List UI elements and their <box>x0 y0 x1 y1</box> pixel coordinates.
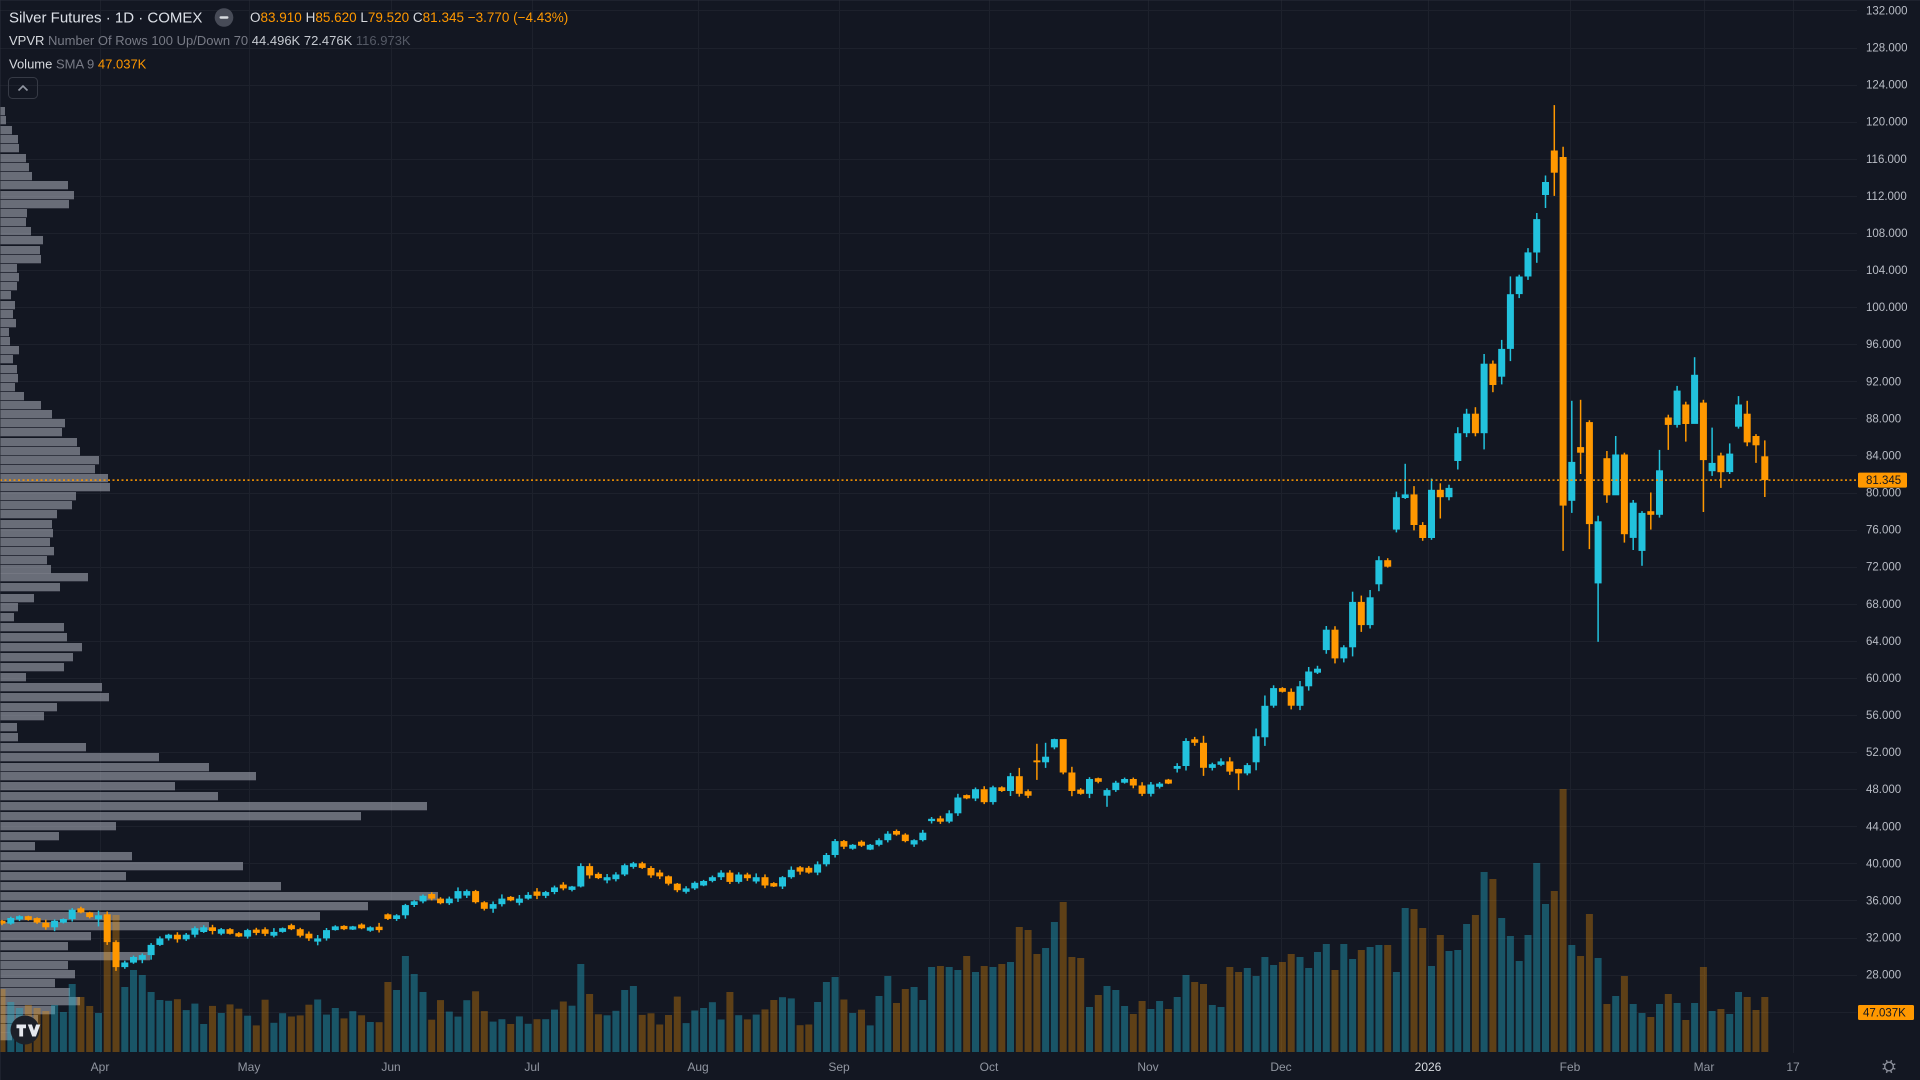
svg-text:32.000: 32.000 <box>1866 933 1901 945</box>
svg-text:May: May <box>238 1060 261 1074</box>
svg-text:28.000: 28.000 <box>1866 970 1901 982</box>
svg-text:132.000: 132.000 <box>1866 6 1908 18</box>
svg-text:2026: 2026 <box>1415 1060 1442 1074</box>
svg-text:Jun: Jun <box>381 1060 400 1074</box>
svg-text:Mar: Mar <box>1694 1060 1715 1074</box>
svg-text:64.000: 64.000 <box>1866 636 1901 648</box>
svg-text:47.037K: 47.037K <box>1863 1008 1906 1020</box>
svg-text:120.000: 120.000 <box>1866 117 1908 129</box>
svg-text:116.000: 116.000 <box>1866 154 1907 166</box>
svg-text:Aug: Aug <box>687 1060 708 1074</box>
svg-text:68.000: 68.000 <box>1866 599 1901 611</box>
svg-text:40.000: 40.000 <box>1866 858 1901 870</box>
svg-text:81.345: 81.345 <box>1866 475 1901 487</box>
svg-text:VPVR Number Of Rows 100 Up/Dow: VPVR Number Of Rows 100 Up/Down 70 44.49… <box>9 33 411 48</box>
svg-text:60.000: 60.000 <box>1866 673 1901 685</box>
svg-text:48.000: 48.000 <box>1866 784 1901 796</box>
svg-text:44.000: 44.000 <box>1866 821 1901 833</box>
svg-text:Oct: Oct <box>980 1060 999 1074</box>
svg-text:80.000: 80.000 <box>1866 488 1901 500</box>
svg-text:Feb: Feb <box>1560 1060 1581 1074</box>
svg-text:56.000: 56.000 <box>1866 710 1901 722</box>
svg-text:84.000: 84.000 <box>1866 451 1901 463</box>
svg-text:17: 17 <box>1786 1060 1800 1074</box>
svg-text:O83.910 H85.620 L79.520 C81.34: O83.910 H85.620 L79.520 C81.345 −3.770 (… <box>250 10 568 25</box>
svg-text:Apr: Apr <box>91 1060 110 1074</box>
svg-text:108.000: 108.000 <box>1866 228 1908 240</box>
svg-text:124.000: 124.000 <box>1866 80 1908 92</box>
svg-text:Silver Futures · 1D · COMEX: Silver Futures · 1D · COMEX <box>9 10 202 27</box>
svg-text:100.000: 100.000 <box>1866 302 1908 314</box>
svg-text:76.000: 76.000 <box>1866 525 1901 537</box>
svg-text:88.000: 88.000 <box>1866 413 1901 425</box>
svg-text:52.000: 52.000 <box>1866 747 1901 759</box>
svg-text:36.000: 36.000 <box>1866 895 1901 907</box>
svg-text:112.000: 112.000 <box>1866 191 1907 203</box>
svg-text:92.000: 92.000 <box>1866 376 1901 388</box>
svg-text:128.000: 128.000 <box>1866 43 1908 55</box>
svg-text:96.000: 96.000 <box>1866 339 1901 351</box>
svg-text:Nov: Nov <box>1137 1060 1158 1074</box>
svg-text:Dec: Dec <box>1270 1060 1291 1074</box>
svg-text:72.000: 72.000 <box>1866 562 1901 574</box>
svg-text:Volume SMA 9 47.037K: Volume SMA 9 47.037K <box>9 57 147 72</box>
svg-text:Sep: Sep <box>828 1060 850 1074</box>
svg-text:Jul: Jul <box>524 1060 539 1074</box>
svg-text:104.000: 104.000 <box>1866 265 1908 277</box>
